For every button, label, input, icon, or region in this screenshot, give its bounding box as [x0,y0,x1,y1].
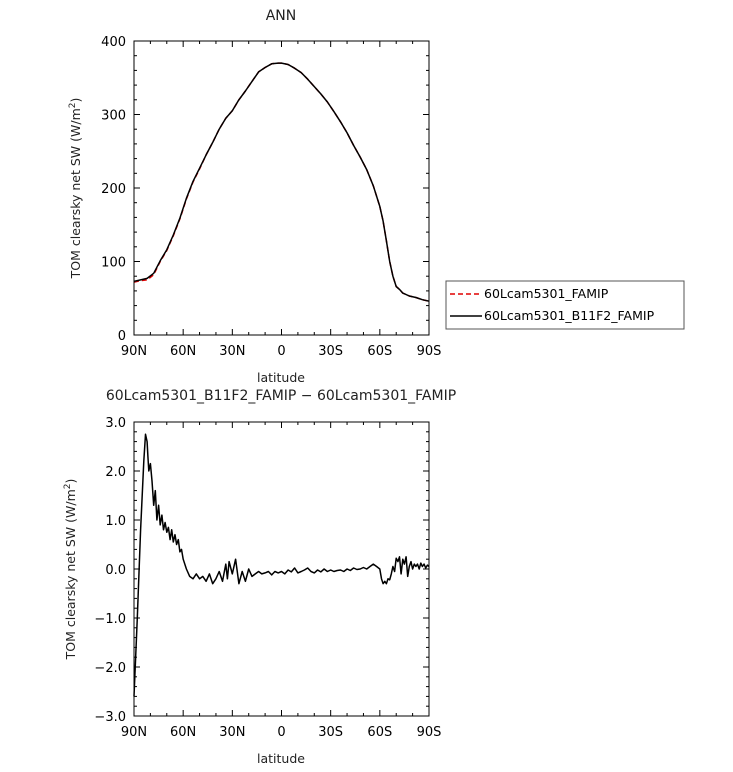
y-tick-label: 0 [118,329,126,344]
plot-lines [133,62,430,302]
x-tick-label: 60N [170,725,196,740]
y-tick-label: 200 [101,182,126,197]
y-tick-label: 2.0 [105,465,126,480]
x-tick-label: 60S [367,725,392,740]
y-axis-label-main: TOM clearsky net SW (W/m [63,489,78,660]
y-axis-label-main: TOM clearsky net SW (W/m [68,108,83,279]
chart-title: 60Lcam5301_B11F2_FAMIP − 60Lcam5301_FAMI… [106,388,456,404]
y-tick-label: −2.0 [94,661,126,676]
y-tick-label: 3.0 [105,416,126,431]
chart-title: ANN [266,8,297,24]
y-tick-label: −3.0 [94,710,126,725]
x-axis-label: latitude [257,751,305,766]
y-axis-label-tail: ) [63,479,78,484]
x-axis-label: latitude [257,370,305,385]
plot-frame [133,421,430,717]
y-axis-label-sup: 2 [63,484,73,490]
legend-label-famip: 60Lcam5301_FAMIP [484,286,609,301]
legend-label-b11f2: 60Lcam5301_B11F2_FAMIP [484,308,655,323]
x-tick-label: 30N [219,725,245,740]
series-line-famip [133,62,430,302]
axis-ticks: 90N 60N 30N 0 30S 60S 90S 0 100 200 300 400 [101,35,441,359]
x-tick-label: 90N [121,344,147,359]
x-tick-label: 30S [318,725,343,740]
x-tick-label: 0 [277,344,285,359]
legend: 60Lcam5301_FAMIP 60Lcam5301_B11F2_FAMIP [445,280,685,330]
x-tick-label: 90S [417,344,442,359]
y-tick-label: 100 [101,256,126,271]
series-line-difference [133,433,430,697]
x-tick-label: 30S [318,344,343,359]
annual-mean-panel: ANN latitude TOM clearsky net SW (W/m2) … [68,8,441,385]
plot-lines [133,433,430,697]
y-tick-label: −1.0 [94,612,126,627]
y-tick-label: 400 [101,35,126,50]
y-tick-label: 0.0 [105,563,126,578]
axis-ticks: 90N 60N 30N 0 30S 60S 90S −3.0 −2.0 −1.0 0.0 1.0 2.0… [94,416,441,740]
x-tick-label: 30N [219,344,245,359]
x-tick-label: 90S [417,725,442,740]
x-tick-label: 0 [277,725,285,740]
y-axis-label: TOM clearsky net SW (W/m2) [63,479,78,661]
y-tick-label: 300 [101,109,126,124]
y-tick-label: 1.0 [105,514,126,529]
series-line-b11f2 [133,62,430,302]
difference-panel: 60Lcam5301_B11F2_FAMIP − 60Lcam5301_FAMI… [63,388,456,766]
x-tick-label: 90N [121,725,147,740]
x-tick-label: 60S [367,344,392,359]
y-axis-label-sup: 2 [68,103,78,109]
legend-box [445,280,685,330]
plot-frame [133,40,430,336]
y-axis-label: TOM clearsky net SW (W/m2) [68,98,83,280]
x-tick-label: 60N [170,344,196,359]
y-axis-label-tail: ) [68,98,83,103]
